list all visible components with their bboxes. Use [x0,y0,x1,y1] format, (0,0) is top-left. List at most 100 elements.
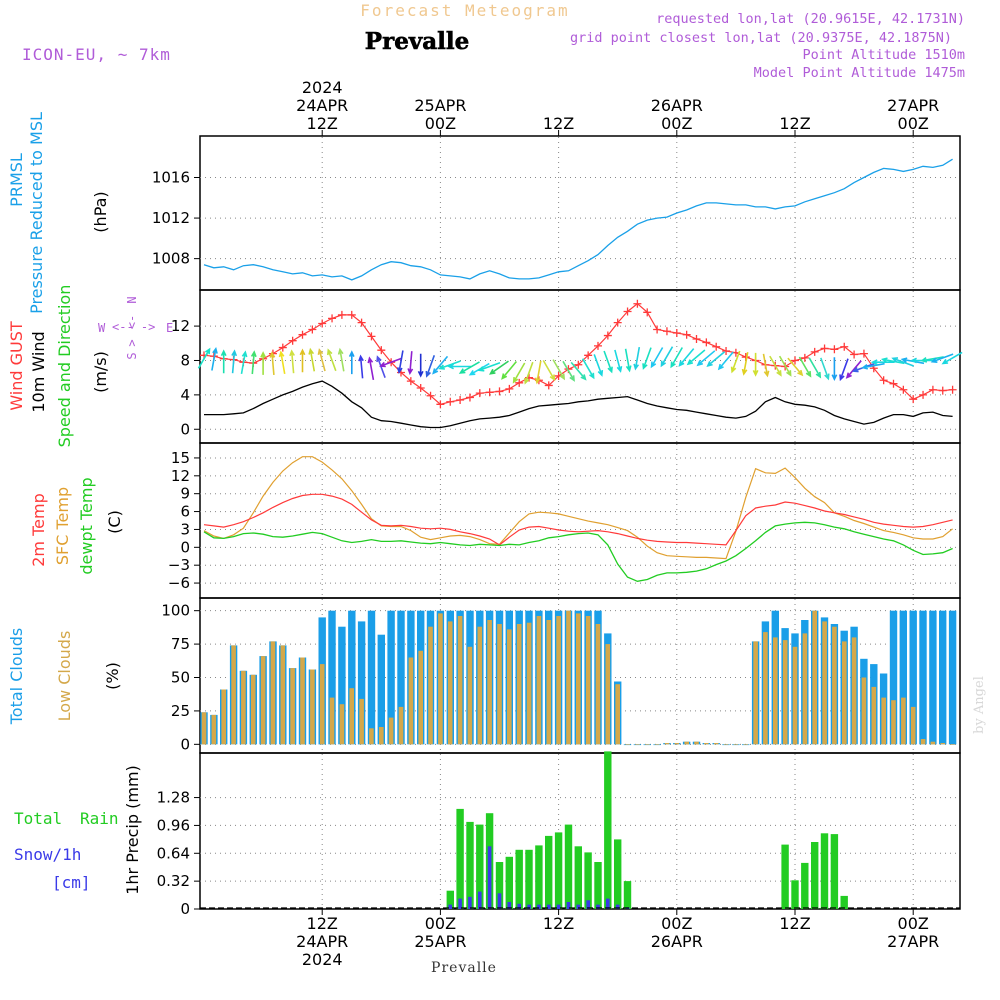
rain-bar [476,824,484,909]
gust-marker [879,376,888,385]
wind-arrow [778,355,792,377]
wind-arrow [337,347,345,372]
wind-arrow [501,360,518,380]
wind-arrow [880,357,905,365]
gust-marker [406,377,415,386]
gust-marker [456,396,465,405]
snow-bar [468,896,472,909]
rain-bar [604,751,612,909]
top-time-label: 12Z [779,114,810,133]
rain-bar [545,835,553,909]
total-clouds-bar [909,610,917,745]
gust-marker [367,332,376,341]
wind-arrow [534,360,542,385]
y-tick-label: 12 [171,467,190,485]
rain-bar [623,881,632,909]
gust-marker [840,342,849,351]
low-clouds-bar [861,677,867,745]
bottom-time-label: 26APR [651,932,703,951]
low-clouds-bar [398,706,404,745]
low-clouds-bar [576,613,581,745]
low-clouds-bar [615,684,620,745]
gust-marker [682,330,691,339]
snow-bar [537,904,541,909]
gust-marker [288,336,297,345]
low-clouds-bar [310,669,315,745]
total-rain-label-b: Rain [80,809,119,828]
gust-marker [948,385,957,394]
model-point-altitude: Model Point Altitude 1475m [754,65,965,81]
panel-frame-pressure [199,135,961,291]
snow-bar [615,904,620,909]
low-clouds-bar [221,689,226,745]
wind-arrow [358,354,364,379]
snow-bar [448,904,452,909]
gust-marker [485,388,494,397]
y-tick-label: 0 [180,900,190,918]
gust-marker [544,381,553,390]
low-clouds-bar [428,626,433,745]
low-clouds-bar [408,657,414,745]
clouds-unit: (%) [103,662,122,690]
rain-bar [574,846,582,909]
wind-arrow [633,346,641,371]
low-clouds-bar [851,637,857,745]
wind-arrow [308,347,316,372]
wind-arrow [348,350,355,375]
wind-arrow [787,357,804,377]
snow-bar [517,903,521,909]
gust-marker [613,318,622,327]
gust-marker [515,378,524,387]
wind-arrow [845,360,862,379]
low-clouds-bar [497,624,502,745]
snow-bar [458,898,462,909]
low-clouds-bar [379,727,384,745]
snow-bar [478,891,482,909]
top-time-label: 00Z [425,114,456,133]
gust-marker [623,307,632,316]
low-clouds-bar [871,686,877,745]
station-title: Prevalle [365,28,469,55]
gust-marker [574,360,583,369]
top-time-label: 00Z [661,114,692,133]
low-clouds-bar [536,616,542,745]
rain-bar [564,824,573,909]
y-tick-label: 3 [180,520,190,538]
rain-bar [505,856,513,909]
wind-unit: (m/s) [91,351,110,393]
low-clouds-bar [300,657,305,745]
wind-arrow [260,351,267,375]
rain-bar [515,849,523,909]
y-tick-label: 0.96 [157,816,190,834]
low-clouds-bar [635,744,640,745]
y-tick-label: 1.28 [157,789,190,807]
wind-arrow [686,349,706,366]
low-clouds-bar [654,744,660,745]
low-clouds-bar [605,644,611,745]
rain-bar [811,842,819,909]
bottom-time-label: 27APR [887,932,939,951]
panel-frame-temp [199,442,961,599]
wind-arrow [603,350,613,374]
rain-bar [554,832,563,909]
pressure-unit: (hPa) [91,191,110,232]
total-clouds-bar [377,634,385,745]
low-clouds-bar [694,741,699,745]
pressure-label-short: PRMSL [7,153,26,207]
wind-arrow [396,350,404,375]
y-tick-label: 9 [180,485,190,503]
gust-marker [820,344,829,353]
y-tick-label: 15 [171,449,190,467]
low-clouds-bar [753,641,758,745]
wind-arrow [624,348,632,373]
compass-v-arrow2: > [125,339,139,346]
rain-bar [525,849,533,909]
low-clouds-bar [359,698,364,745]
low-clouds-bar [477,626,483,745]
y-tick-label: 8 [180,351,190,369]
snow-bar [497,893,502,909]
rain-bar [584,852,592,909]
gust-marker [928,385,937,394]
gust-marker [505,384,514,393]
